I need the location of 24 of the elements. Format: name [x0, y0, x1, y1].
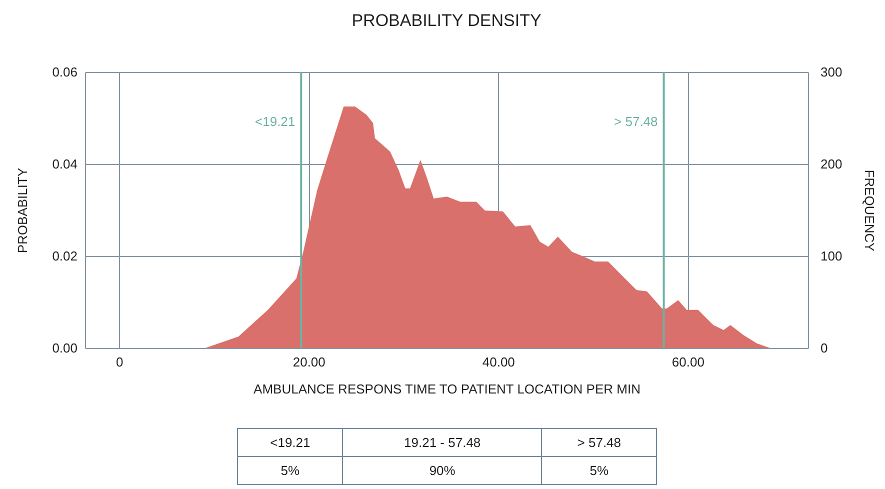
x-tick-label: 40.00 — [482, 354, 515, 370]
text: 90% — [342, 456, 542, 484]
x-tick-label: 20.00 — [292, 354, 326, 370]
ref-line-label: > 57.48 — [614, 114, 658, 129]
y-tick-label: 0.02 — [52, 248, 78, 264]
y2-tick-label: 0 — [820, 340, 828, 356]
text: 19.21 - 57.48 — [342, 428, 542, 456]
text: 5% — [238, 456, 343, 484]
ref-line-label: <19.21 — [255, 114, 296, 129]
y2-tick-label: 100 — [820, 248, 842, 264]
x-tick-label: 0 — [116, 354, 124, 370]
text: > 57.48 — [542, 428, 656, 456]
x-axis-title: AMBULANCE RESPONS TIME TO PATIENT LOCATION PER MIN — [254, 382, 640, 396]
y2-tick-label: 300 — [820, 64, 842, 80]
y2-axis-title: FREQUENCY — [862, 170, 878, 252]
x-tick-label: 60.00 — [672, 354, 704, 370]
text: <19.21 — [238, 428, 343, 456]
y2-tick-label: 200 — [820, 156, 842, 172]
text: 5% — [542, 456, 656, 484]
y-tick-label: 0.06 — [52, 64, 78, 80]
y-tick-label: 0.04 — [52, 156, 78, 172]
chart-title: PROBABILITY DENSITY — [352, 11, 542, 30]
y-axis-title: PROBABILITY — [15, 168, 30, 254]
y-tick-label: 0.00 — [52, 340, 78, 356]
